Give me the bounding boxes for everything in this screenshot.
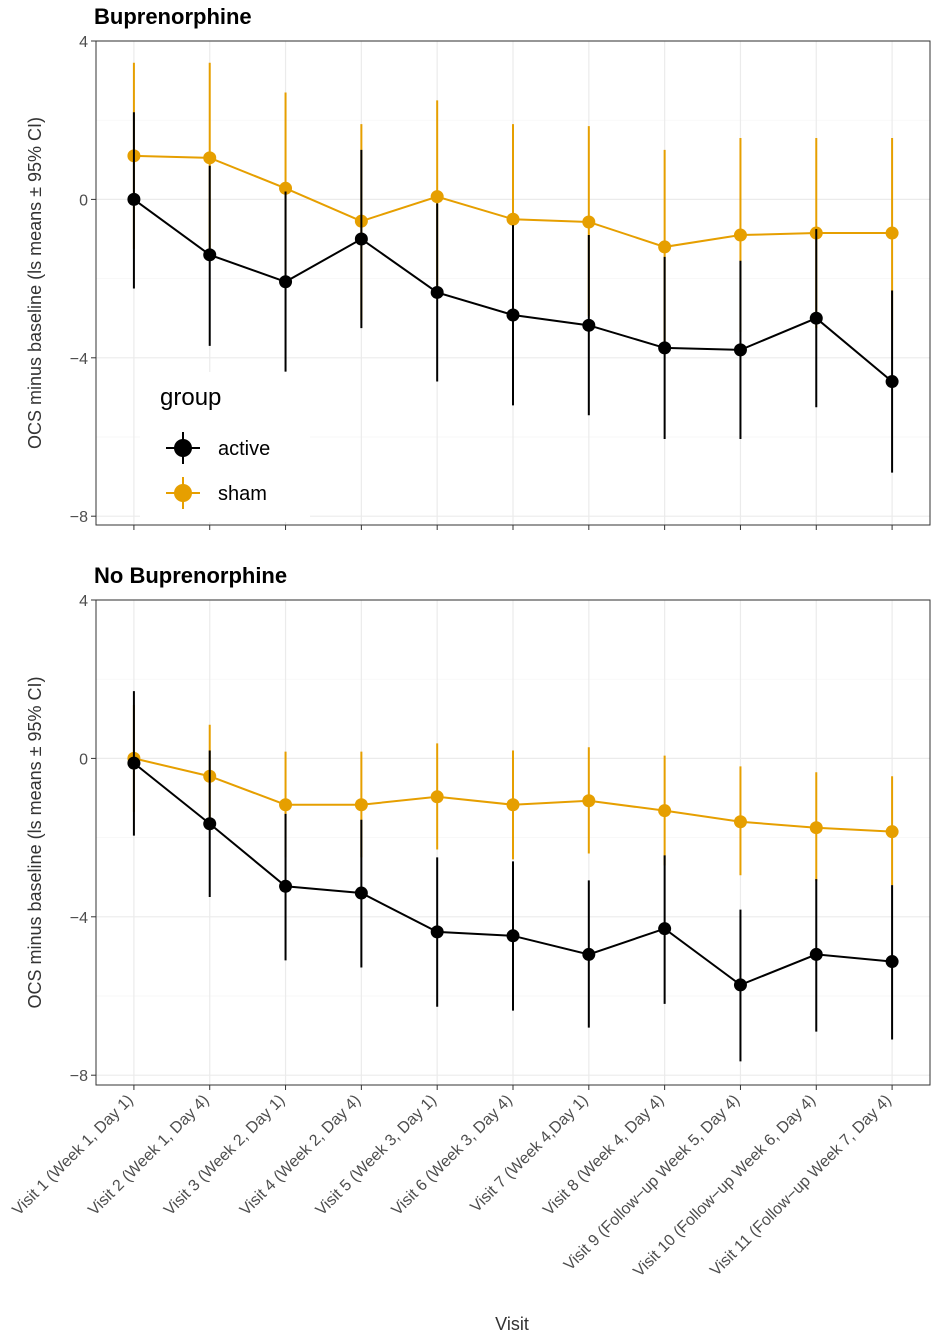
data-point-active	[658, 341, 672, 355]
data-point-sham	[506, 212, 520, 226]
data-point-sham	[809, 821, 823, 835]
legend: group active sham	[140, 372, 310, 522]
data-point-sham	[582, 215, 596, 229]
data-point-active	[127, 756, 141, 770]
y-tick-label: 4	[79, 593, 88, 610]
y-tick-label: −8	[70, 509, 88, 526]
legend-label-active: active	[218, 438, 270, 460]
y-tick-label: 0	[79, 192, 88, 209]
legend-key-active-point	[174, 439, 192, 457]
data-point-sham	[430, 190, 444, 204]
data-point-sham	[354, 798, 368, 812]
legend-key-sham	[166, 477, 200, 509]
data-point-active	[506, 929, 520, 943]
y-axis-title: OCS minus baseline (ls means ± 95% CI)	[25, 677, 45, 1009]
legend-key-sham-point	[174, 484, 192, 502]
data-point-sham	[885, 226, 899, 240]
data-point-sham	[658, 804, 672, 818]
y-tick-label: −8	[70, 1068, 88, 1085]
data-point-active	[582, 947, 596, 961]
data-point-active	[354, 886, 368, 900]
data-point-sham	[203, 151, 217, 165]
data-point-sham	[582, 794, 596, 808]
panel-title: No Buprenorphine	[94, 563, 287, 588]
x-axis-title: Visit	[495, 1314, 529, 1334]
x-tick-label: Visit 1 (Week 1, Day 1)	[9, 1092, 136, 1219]
data-point-sham	[733, 228, 747, 242]
panel-border	[95, 599, 931, 1086]
panels-layer: Buprenorphine 4 0 −4 −8 OCS minus baseline (l…	[9, 4, 931, 1280]
data-point-active	[809, 311, 823, 325]
y-tick-label: −4	[70, 910, 88, 927]
data-point-active	[279, 879, 293, 893]
panel-2: No Buprenorphine 4 0 −4 −8 OCS minus baseline…	[25, 563, 931, 1090]
legend-label-sham: sham	[218, 483, 267, 505]
panel-title: Buprenorphine	[94, 4, 252, 29]
data-point-sham	[430, 790, 444, 804]
data-point-active	[506, 308, 520, 322]
data-point-active	[279, 275, 293, 289]
y-tick-label: 0	[79, 751, 88, 768]
data-point-active	[430, 285, 444, 299]
data-point-active	[885, 375, 899, 389]
legend-title: group	[160, 384, 221, 411]
data-point-sham	[279, 798, 293, 812]
y-tick-label: −4	[70, 351, 88, 368]
series-active	[127, 112, 899, 473]
data-point-sham	[885, 825, 899, 839]
data-point-active	[354, 232, 368, 246]
data-point-active	[658, 922, 672, 936]
legend-key-active	[166, 432, 200, 464]
data-point-active	[885, 955, 899, 969]
data-point-active	[127, 192, 141, 206]
data-point-active	[582, 318, 596, 332]
data-point-sham	[733, 815, 747, 829]
series-active	[127, 691, 899, 1062]
data-point-active	[430, 925, 444, 939]
data-point-active	[203, 817, 217, 831]
data-point-sham	[279, 181, 293, 195]
data-point-active	[733, 978, 747, 992]
data-point-sham	[506, 798, 520, 812]
data-point-sham	[658, 240, 672, 254]
data-point-active	[809, 947, 823, 961]
y-axis-title: OCS minus baseline (ls means ± 95% CI)	[25, 117, 45, 449]
y-tick-label: 4	[79, 34, 88, 51]
data-point-active	[733, 343, 747, 357]
panel-border	[95, 40, 931, 526]
data-point-active	[203, 248, 217, 262]
